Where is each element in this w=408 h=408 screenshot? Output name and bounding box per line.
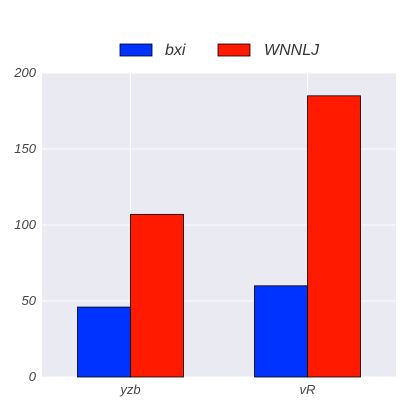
- legend-item-series-0: bxi: [119, 42, 186, 59]
- x-tick-label: vR: [300, 382, 316, 397]
- bar-bxi-vR: [254, 285, 308, 378]
- bar-WNNLJ-vR: [307, 95, 361, 378]
- bar-group: [77, 95, 361, 378]
- legend: bxi WNNLJ: [119, 42, 320, 59]
- y-tick-label: 0: [29, 369, 37, 384]
- legend-item-series-1: WNNLJ: [217, 42, 320, 59]
- y-tick-label: 150: [14, 141, 36, 156]
- legend-swatch-series-1: [217, 43, 251, 57]
- bar-bxi-yzb: [77, 306, 131, 378]
- bar-WNNLJ-yzb: [130, 213, 184, 378]
- legend-label-series-0: bxi: [165, 42, 186, 59]
- y-tick-label: 200: [13, 65, 36, 80]
- legend-swatch-series-0: [119, 43, 153, 57]
- legend-label-series-1: WNNLJ: [264, 42, 320, 59]
- x-axis-ticks: yzb vR: [119, 382, 315, 397]
- y-axis-ticks: 0 50 100 150 200: [13, 65, 36, 384]
- x-tick-label: yzb: [119, 382, 140, 397]
- y-tick-label: 50: [22, 293, 37, 308]
- y-tick-label: 100: [14, 217, 36, 232]
